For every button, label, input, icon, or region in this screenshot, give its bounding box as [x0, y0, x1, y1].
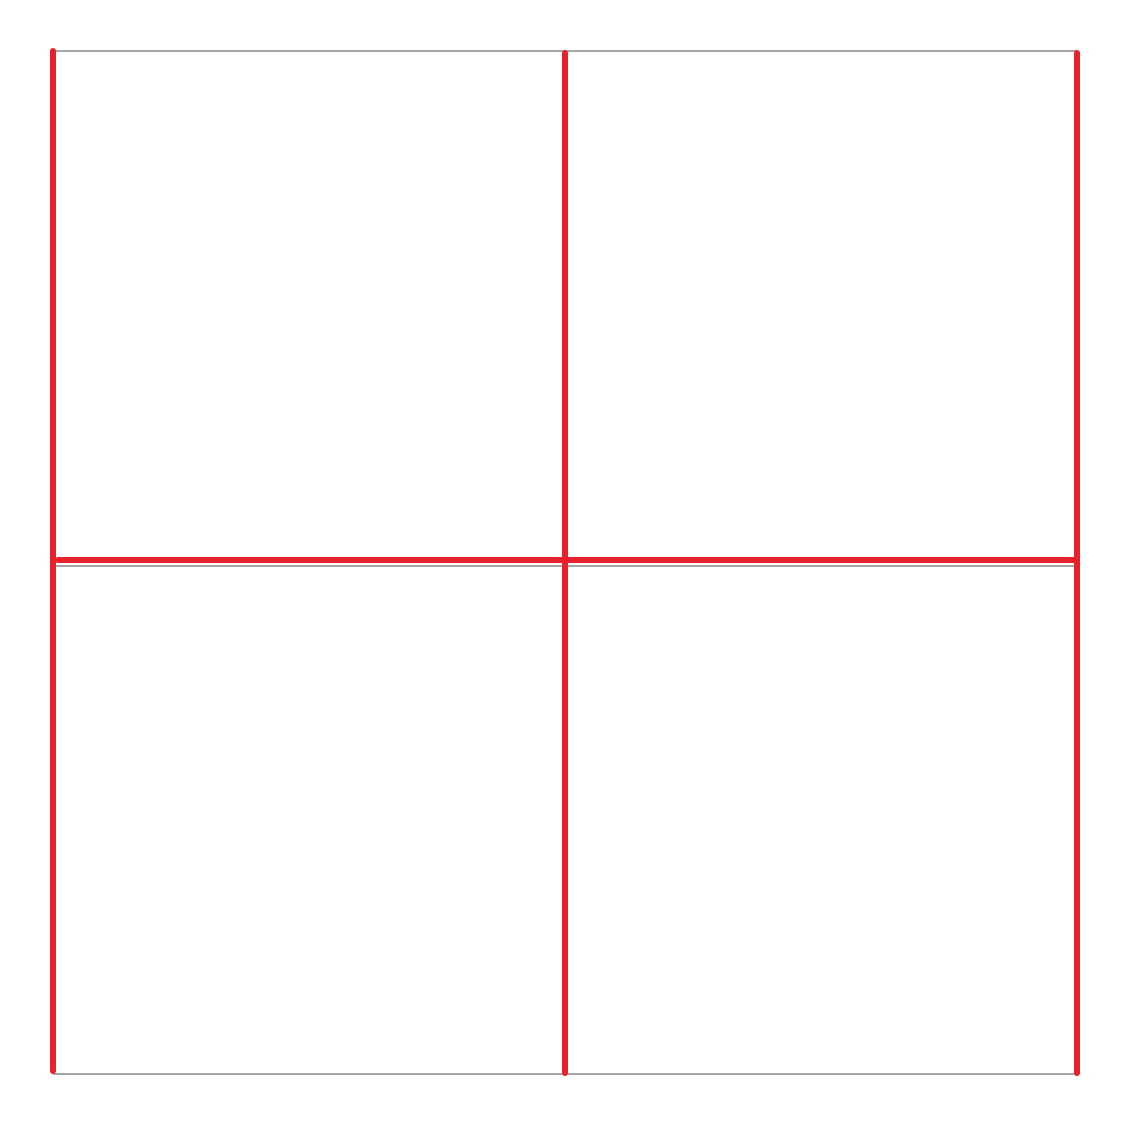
grid-diagram [50, 48, 1080, 1076]
